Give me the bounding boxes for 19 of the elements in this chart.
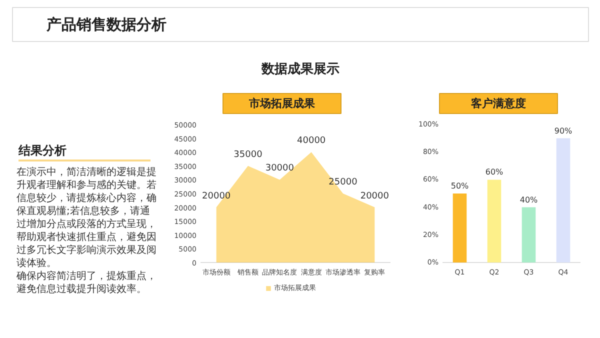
bar xyxy=(522,207,536,262)
text: 产品销售数据分析 xyxy=(46,16,166,34)
data-label: 30000 xyxy=(265,164,294,174)
data-label: 20000 xyxy=(360,191,390,202)
chart-title: 客户满意度 xyxy=(470,97,526,110)
bar xyxy=(556,138,570,262)
text: 数据成果展示 xyxy=(260,62,340,77)
data-label: 40% xyxy=(520,195,538,204)
text: 在演示中，简洁清晰的逻辑是提升观者理解和参与感的关键。若信息较少，请提炼核心内容，确保直观易懂;若信息较多，请通过增加分点或段落的方式呈现，帮助观者快速抓住重点，避免因过多冗长文字影响演示效果及阅读体验。 xyxy=(16,166,156,269)
data-label: 60% xyxy=(485,168,504,177)
chart-title: 市场拓展成果 xyxy=(248,97,316,110)
bar xyxy=(452,194,467,262)
bar xyxy=(487,180,502,262)
text: 结果分析 xyxy=(18,144,66,158)
data-label: 90% xyxy=(554,126,573,136)
data-label: 50% xyxy=(450,182,470,190)
data-label: 35000 xyxy=(234,150,263,160)
data-label: 40000 xyxy=(297,136,326,146)
text: 确保内容简洁明了，提炼重点，避免信息过载提升阅读效率。 xyxy=(16,270,156,295)
